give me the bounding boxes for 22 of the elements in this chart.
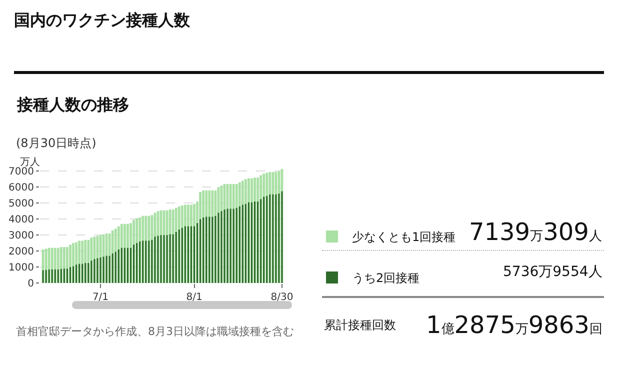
text: (8月30日時点) <box>16 136 96 150</box>
y-tick-label: 1000 <box>8 262 34 274</box>
text: 首相官邸データから作成、8月3日以降は職域接種を含む <box>16 325 294 338</box>
y-tick-label: 5000 <box>8 198 34 210</box>
legend-label: うち2回接種 <box>352 271 420 286</box>
legend-label: 少なくとも1回接種 <box>352 230 456 244</box>
y-tick-label: 0 <box>28 278 34 290</box>
x-tick-label: 8/1 <box>186 292 202 303</box>
y-tick-label: 7000 <box>8 166 34 178</box>
y-tick-label: 2000 <box>8 246 34 258</box>
text: 累計接種回数 <box>324 318 396 332</box>
y-tick-label: 3000 <box>8 230 34 242</box>
chart-title: 国内のワクチン接種人数 <box>14 10 191 30</box>
x-tick-label: 7/1 <box>92 292 109 303</box>
text: 7139万309人 <box>469 218 602 246</box>
y-tick-label: 6000 <box>8 182 34 194</box>
text: 1億2875万9863回 <box>426 311 602 339</box>
text: 5736万9554人 <box>503 264 602 280</box>
y-tick-label: 4000 <box>8 214 34 226</box>
x-tick-label: 8/30 <box>270 292 294 303</box>
chart-subtitle: 接種人数の推移 <box>16 95 129 114</box>
y-axis-title: 万人 <box>20 157 40 168</box>
